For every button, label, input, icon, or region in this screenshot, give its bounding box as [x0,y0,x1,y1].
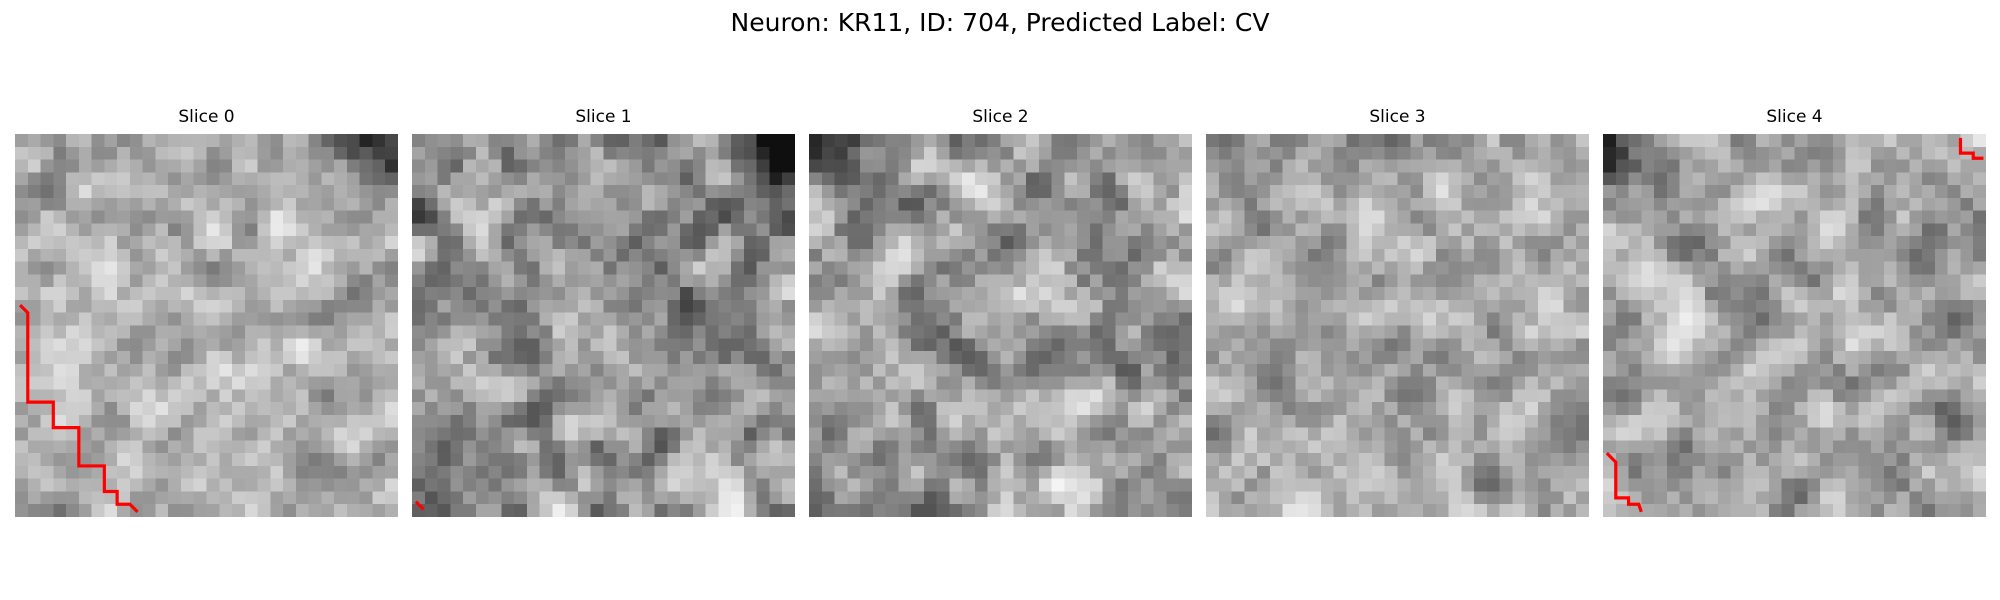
slice-pixels-0 [15,134,398,517]
slice-title-4: Slice 4 [1766,107,1823,127]
figure-title: Neuron: KR11, ID: 704, Predicted Label: … [730,8,1270,37]
slice-panel-1: Slice 1 [412,104,795,517]
slice-panel-2: Slice 2 [809,104,1192,517]
slice-panel-0: Slice 0 [15,104,398,517]
contour-line-1 [414,500,425,511]
contour-line-4b [1958,137,1984,160]
slice-panel-3: Slice 3 [1206,104,1589,517]
slice-pixels-4 [1603,134,1986,517]
slice-title-3: Slice 3 [1369,107,1426,127]
contour-line-0 [18,303,139,514]
slice-image-4 [1603,134,1986,517]
slice-title-1: Slice 1 [575,107,632,127]
slice-image-3 [1206,134,1589,517]
slice-image-1 [412,134,795,517]
contour-line-4a [1605,452,1643,513]
slice-image-2 [809,134,1192,517]
slice-pixels-1 [412,134,795,517]
slice-pixels-3 [1206,134,1589,517]
slice-title-2: Slice 2 [972,107,1029,127]
slice-pixels-2 [809,134,1192,517]
slice-image-0 [15,134,398,517]
slice-panel-4: Slice 4 [1603,104,1986,517]
slice-title-0: Slice 0 [178,107,235,127]
